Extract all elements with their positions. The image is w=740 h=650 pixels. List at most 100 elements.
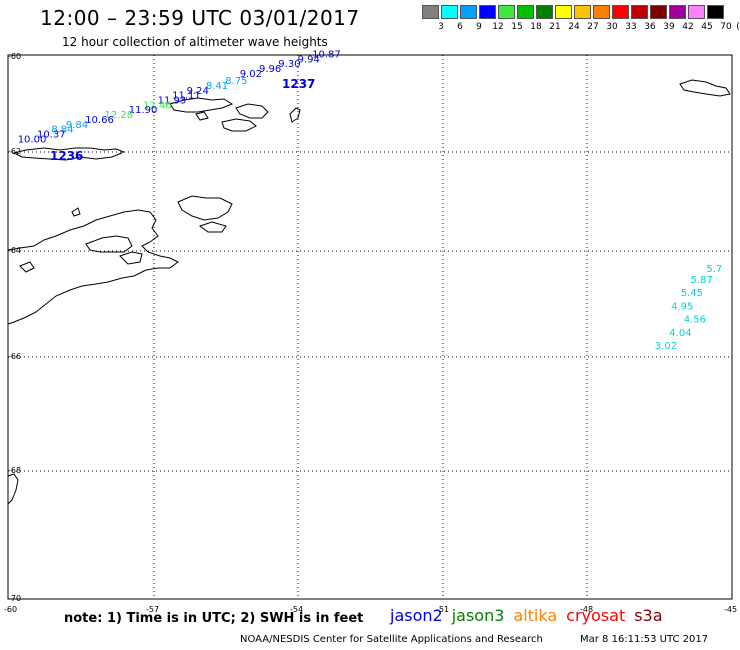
swh-point-label: 9.84 — [66, 120, 88, 131]
lat-label-60: -60 — [8, 52, 21, 61]
swh-point-label: 3.02 — [655, 341, 677, 352]
lat-label-68: -68 — [8, 466, 21, 475]
coast-island-2 — [221, 118, 257, 132]
swh-point-label: 10.00 — [18, 134, 47, 145]
lon-label-54: -54 — [290, 605, 303, 614]
footer-note: note: 1) Time is in UTC; 2) SWH is in fe… — [64, 611, 364, 626]
scale-label: 70 — [720, 22, 732, 32]
scale-swatch — [479, 5, 496, 19]
scale-label: 12 — [492, 22, 504, 32]
swh-point-label: 4.95 — [671, 301, 693, 312]
footer-credit: NOAA/NESDIS Center for Satellite Applica… — [240, 634, 543, 645]
footer-generated-date: Mar 8 16:11:53 UTC 2017 — [580, 634, 709, 645]
scale-label: 21 — [549, 22, 561, 32]
scale-swatch — [593, 5, 610, 19]
scale-label: 33 — [625, 22, 637, 32]
swh-point-label: 9.02 — [240, 69, 262, 80]
coast-south-orkney — [679, 79, 731, 97]
scale-swatch — [688, 5, 705, 19]
map-frame-and-grid — [7, 54, 733, 600]
scale-label: 18 — [530, 22, 542, 32]
coast-island-8 — [19, 261, 35, 273]
scale-swatch — [669, 5, 686, 19]
coast-island-3 — [289, 107, 301, 123]
track-time-label-1236: 1236 — [50, 149, 83, 163]
scale-swatch — [631, 5, 648, 19]
lat-label-70: -70 — [8, 594, 21, 603]
swh-point-label: 4.04 — [669, 328, 691, 339]
swh-point-label: 11.93 — [158, 96, 187, 107]
lon-label-60: -60 — [4, 605, 17, 614]
map-subtitle: 12 hour collection of altimeter wave hei… — [62, 35, 328, 49]
swh-point-label: 5.7 — [706, 264, 722, 275]
mission-cryosat: cryosat — [566, 606, 626, 625]
lat-label-66: -66 — [8, 352, 21, 361]
track-time-label-1237: 1237 — [282, 77, 315, 91]
scale-swatch — [650, 5, 667, 19]
scale-label: 6 — [457, 22, 463, 32]
scale-label: 30 — [606, 22, 618, 32]
mission-altika: altika — [513, 606, 558, 625]
swh-point-label: 10.87 — [312, 49, 341, 60]
swh-point-label: 8.84 — [51, 125, 73, 136]
scale-swatch — [555, 5, 572, 19]
mission-jason2: jason2 — [390, 606, 443, 625]
coast-island-1 — [235, 103, 269, 119]
mission-jason3: jason3 — [451, 606, 505, 625]
swh-point-label: 10.37 — [37, 130, 66, 141]
scale-swatch — [574, 5, 591, 19]
coast-island-6 — [119, 251, 143, 265]
lon-label-57: -57 — [146, 605, 159, 614]
swh-point-label: 5.45 — [681, 288, 703, 299]
mission-legend: jason2 jason3 altika cryosat s3a — [390, 606, 672, 625]
map-frame — [7, 54, 733, 600]
coast-peninsula-inner — [85, 235, 133, 253]
swh-point-label: 12.46 — [143, 100, 172, 111]
coast-south-shetland-west — [12, 147, 126, 161]
coast-island-7 — [71, 207, 81, 217]
scale-label: 27 — [587, 22, 599, 32]
swh-point-label: 9.30 — [278, 59, 300, 70]
swh-point-label: 5.87 — [690, 275, 712, 286]
scale-unit: (ft) — [736, 22, 740, 32]
swh-point-label: 9.96 — [259, 64, 281, 75]
scale-label: 45 — [701, 22, 713, 32]
scale-label: 39 — [663, 22, 675, 32]
scale-label: 15 — [511, 22, 523, 32]
swh-point-label: 12.28 — [105, 110, 134, 121]
scale-swatch — [707, 5, 724, 19]
swh-point-label: 4.56 — [684, 315, 706, 326]
scale-swatch — [498, 5, 515, 19]
scale-label: 24 — [568, 22, 580, 32]
coastlines — [7, 79, 731, 505]
lat-label-62: -62 — [8, 147, 21, 156]
coast-joinville — [177, 195, 233, 221]
mission-s3a: s3a — [634, 606, 663, 625]
swh-point-label: 8.41 — [206, 81, 228, 92]
scale-swatch — [441, 5, 458, 19]
scale-label: 3 — [438, 22, 444, 32]
map-title: 12:00 – 23:59 UTC 03/01/2017 — [40, 6, 360, 30]
swh-point-label: 11.11 — [172, 91, 201, 102]
lon-label-48: -48 — [580, 605, 593, 614]
altimeter-tracks: 10.879.949.309.969.028.758.419.2411.1111… — [18, 49, 723, 352]
coast-island-5 — [198, 221, 227, 233]
scale-label: 42 — [682, 22, 694, 32]
swh-point-label: 8.75 — [225, 76, 247, 87]
scale-swatch — [536, 5, 553, 19]
coast-island-4 — [195, 111, 209, 121]
coast-peninsula — [7, 209, 179, 325]
swh-point-label: 10.66 — [85, 115, 114, 126]
scale-label: 9 — [476, 22, 482, 32]
coast-island-9 — [7, 473, 19, 505]
lat-label-64: -64 — [8, 246, 21, 255]
swh-point-label: 11.90 — [129, 105, 158, 116]
coast-south-shetland-east — [169, 97, 234, 113]
swh-point-label: 9.24 — [187, 86, 209, 97]
lon-label-45: -45 — [724, 605, 737, 614]
scale-swatch — [460, 5, 477, 19]
scale-swatch — [612, 5, 629, 19]
lon-label-51: -51 — [436, 605, 449, 614]
scale-swatch — [422, 5, 439, 19]
